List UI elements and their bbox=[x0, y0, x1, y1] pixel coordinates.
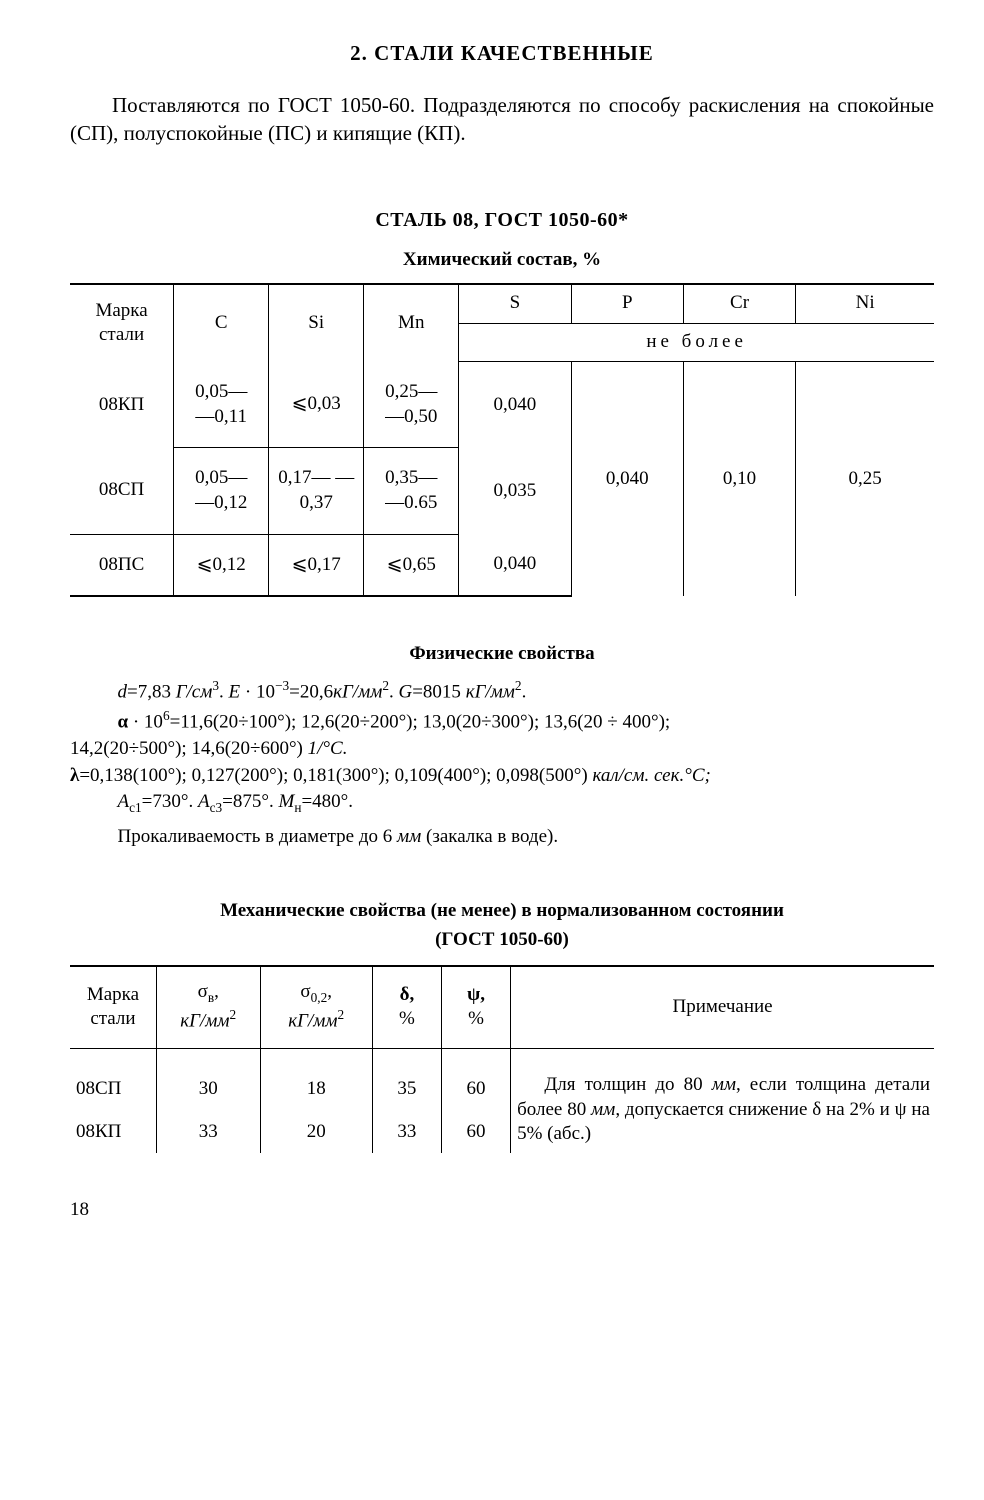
phys-text: 14,2(20÷500°); 14,6(20÷600°) bbox=[70, 738, 308, 759]
phys-text: A bbox=[198, 791, 210, 812]
intro-paragraph: Поставляются по ГОСТ 1050-60. Подразделя… bbox=[70, 92, 934, 147]
table-cell: 18 bbox=[260, 1049, 372, 1112]
col-mn: Mn bbox=[364, 284, 459, 362]
phys-text: кГ/мм bbox=[333, 681, 382, 702]
unit: % bbox=[468, 1008, 484, 1029]
phys-text: · 10 bbox=[240, 681, 275, 702]
phys-text: A bbox=[118, 791, 130, 812]
table-cell: 30 bbox=[156, 1049, 260, 1112]
phys-text: кал/см. сек.°С; bbox=[592, 765, 710, 786]
table-cell: 0,10 bbox=[683, 362, 795, 596]
col-note: Примечание bbox=[511, 966, 934, 1049]
table-cell: 0,035 bbox=[459, 448, 571, 534]
mech-heading1: Механические свойства (не менее) в норма… bbox=[70, 899, 934, 924]
col-sigma-02: σ0,2, кГ/мм2 bbox=[260, 966, 372, 1049]
unit: % bbox=[399, 1008, 415, 1029]
sub: в bbox=[208, 990, 214, 1005]
col-grade: Марка стали bbox=[70, 966, 156, 1049]
phys-text: =7,83 bbox=[127, 681, 176, 702]
table-cell: 20 bbox=[260, 1111, 372, 1153]
table-cell: ⩽0,65 bbox=[364, 534, 459, 596]
sym: σ bbox=[198, 981, 208, 1002]
table-cell: 08СП bbox=[70, 1049, 156, 1112]
phys-text: Г/см bbox=[176, 681, 213, 702]
col-grade: Марка стали bbox=[70, 284, 174, 362]
sym: ψ, bbox=[467, 984, 485, 1005]
intro-text: Поставляются по ГОСТ 1050-60. Подразделя… bbox=[70, 92, 934, 147]
table-cell: ⩽0,03 bbox=[269, 362, 364, 448]
phys-text: 1/°C. bbox=[308, 738, 348, 759]
table-cell: 0,35— —0.65 bbox=[364, 448, 459, 534]
table-cell: 0,25— —0,50 bbox=[364, 362, 459, 448]
phys-text: d bbox=[118, 681, 128, 702]
col-ni: Ni bbox=[796, 284, 934, 323]
chem-caption: Химический состав, % bbox=[70, 248, 934, 273]
col-c: C bbox=[174, 284, 269, 362]
phys-text: . bbox=[219, 681, 229, 702]
phys-text: =11,6(20÷100°); 12,6(20÷200°); 13,0(20÷3… bbox=[170, 711, 671, 732]
table-cell: 0,040 bbox=[459, 534, 571, 596]
col-sigma-v: σв, кГ/мм2 bbox=[156, 966, 260, 1049]
table-cell: 35 bbox=[372, 1049, 441, 1112]
phys-text: M bbox=[279, 791, 295, 812]
table-cell: ⩽0,17 bbox=[269, 534, 364, 596]
note-text: Для толщин до 80 bbox=[544, 1074, 711, 1095]
phys-text: Прокаливаемость в диаметре до 6 bbox=[118, 826, 397, 847]
unit: кГ/мм bbox=[288, 1011, 337, 1032]
sub: 0,2 bbox=[311, 990, 328, 1005]
table-cell: 60 bbox=[441, 1049, 510, 1112]
table-cell: 08КП bbox=[70, 1111, 156, 1153]
phys-text: =730°. bbox=[142, 791, 198, 812]
phys-text: E bbox=[229, 681, 241, 702]
mech-heading2: (ГОСТ 1050-60) bbox=[70, 928, 934, 953]
phys-heading: Физические свойства bbox=[70, 642, 934, 667]
table-cell: 08ПС bbox=[70, 534, 174, 596]
col-si: Si bbox=[269, 284, 364, 362]
col-p: P bbox=[571, 284, 683, 323]
table-cell: 08СП bbox=[70, 448, 174, 534]
table-cell: 0,05— —0,12 bbox=[174, 448, 269, 534]
table-cell: 0,040 bbox=[459, 362, 571, 448]
phys-text: (закалка в воде). bbox=[421, 826, 558, 847]
phys-text: G bbox=[398, 681, 412, 702]
table-cell: 33 bbox=[372, 1111, 441, 1153]
note-text: мм bbox=[712, 1074, 736, 1095]
phys-text: кГ/мм bbox=[466, 681, 515, 702]
phys-text: мм bbox=[397, 826, 421, 847]
sym: δ, bbox=[400, 984, 415, 1005]
table-cell: 08КП bbox=[70, 362, 174, 448]
col-s: S bbox=[459, 284, 571, 323]
table-cell: 33 bbox=[156, 1111, 260, 1153]
phys-text: =480°. bbox=[301, 791, 353, 812]
table-cell: 0,17— —0,37 bbox=[269, 448, 364, 534]
page-number: 18 bbox=[70, 1198, 934, 1223]
ne-bolee-label: не более bbox=[459, 323, 934, 362]
col-psi: ψ, % bbox=[441, 966, 510, 1049]
table-cell: ⩽0,12 bbox=[174, 534, 269, 596]
col-delta: δ, % bbox=[372, 966, 441, 1049]
note-text: мм bbox=[591, 1099, 615, 1120]
phys-text: λ bbox=[70, 765, 79, 786]
phys-text: =0,138(100°); 0,127(200°); 0,181(300°); … bbox=[79, 765, 592, 786]
physical-properties-block: d=7,83 Г/см3. E · 10−3=20,6кГ/мм2. G=801… bbox=[70, 677, 934, 849]
col-cr: Cr bbox=[683, 284, 795, 323]
table-cell: 60 bbox=[441, 1111, 510, 1153]
table-cell: 0,040 bbox=[571, 362, 683, 596]
phys-text: =20,6 bbox=[289, 681, 333, 702]
mechanical-properties-table: Марка стали σв, кГ/мм2 σ0,2, кГ/мм2 δ, %… bbox=[70, 965, 934, 1153]
unit: кГ/мм bbox=[180, 1011, 229, 1032]
phys-text: α bbox=[118, 711, 129, 732]
section-title: 2. СТАЛИ КАЧЕСТВЕННЫЕ bbox=[70, 40, 934, 67]
table-cell: 0,05— —0,11 bbox=[174, 362, 269, 448]
note-cell: Для толщин до 80 мм, если толщина детали… bbox=[511, 1049, 934, 1154]
chemical-composition-table: Марка стали C Si Mn S P Cr Ni не более 0… bbox=[70, 283, 934, 598]
steel-heading: СТАЛЬ 08, ГОСТ 1050-60* bbox=[70, 207, 934, 233]
phys-text: · 10 bbox=[128, 711, 163, 732]
phys-text: =8015 bbox=[412, 681, 465, 702]
phys-text: =875°. bbox=[222, 791, 278, 812]
table-cell: 0,25 bbox=[796, 362, 934, 596]
sym: σ bbox=[300, 981, 310, 1002]
